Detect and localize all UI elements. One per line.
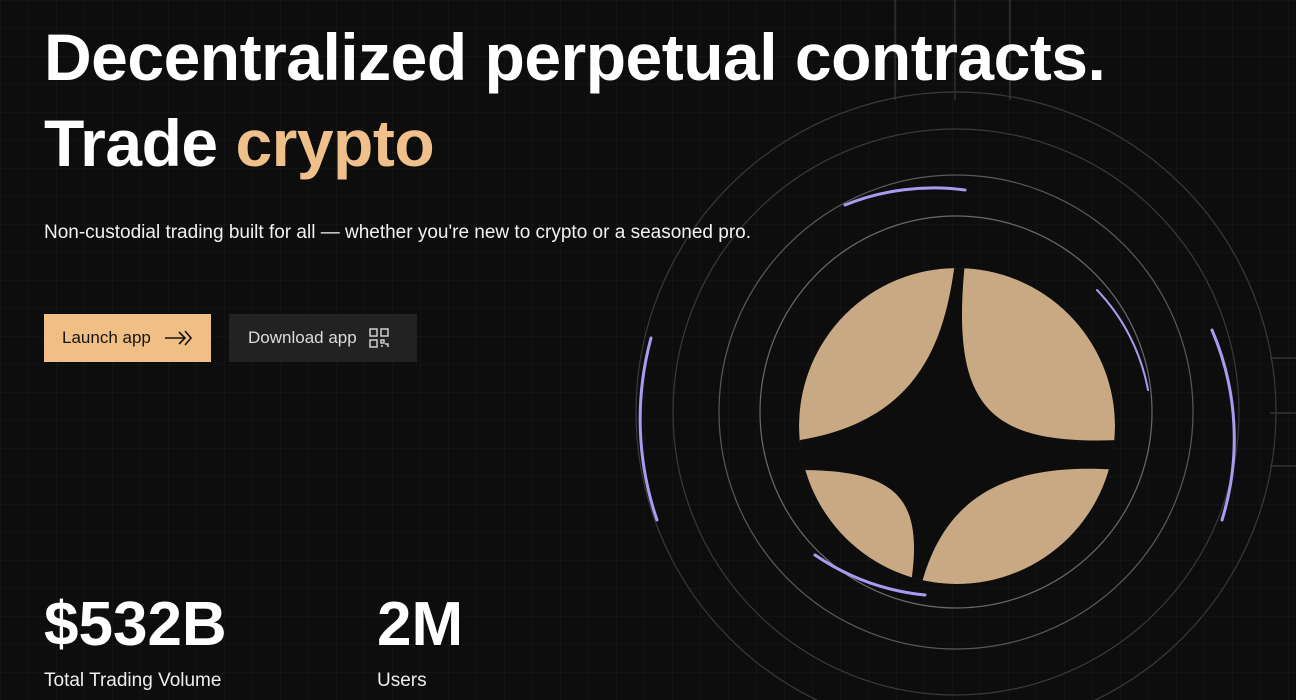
ring — [635, 91, 1277, 700]
stat-users: 2M Users — [377, 590, 463, 692]
download-app-label: Download app — [248, 328, 357, 347]
ring — [672, 128, 1240, 696]
ring-glow-arc — [638, 336, 659, 522]
ring — [759, 215, 1153, 609]
hero-subtitle: Non-custodial trading built for all — wh… — [44, 222, 751, 243]
stat-trading-volume: $532B Total Trading Volume — [44, 590, 227, 692]
ring-glow-arc — [1096, 289, 1149, 391]
title-line-1: Decentralized perpetual contracts. — [44, 20, 1106, 94]
page-title: Decentralized perpetual contracts. Trade … — [44, 14, 1106, 186]
stat-value: $532B — [44, 590, 227, 659]
double-arrow-right-icon — [163, 328, 193, 348]
download-app-button[interactable]: Download app — [229, 314, 417, 362]
circuit-line — [1270, 357, 1296, 467]
ring — [718, 174, 1194, 650]
ring-glow-arc — [1210, 328, 1236, 522]
title-accent: crypto — [235, 106, 435, 180]
stat-label: Total Trading Volume — [44, 670, 222, 691]
ring-glow-arc — [843, 186, 967, 207]
stat-value: 2M — [377, 590, 464, 659]
launch-app-button[interactable]: Launch app — [44, 314, 211, 362]
coin-logo — [799, 268, 1115, 584]
qr-code-icon — [368, 328, 389, 348]
ring-glow-arc — [813, 553, 927, 597]
stat-label: Users — [377, 670, 427, 691]
launch-app-label: Launch app — [62, 328, 151, 347]
title-line-2: Trade — [44, 106, 236, 180]
